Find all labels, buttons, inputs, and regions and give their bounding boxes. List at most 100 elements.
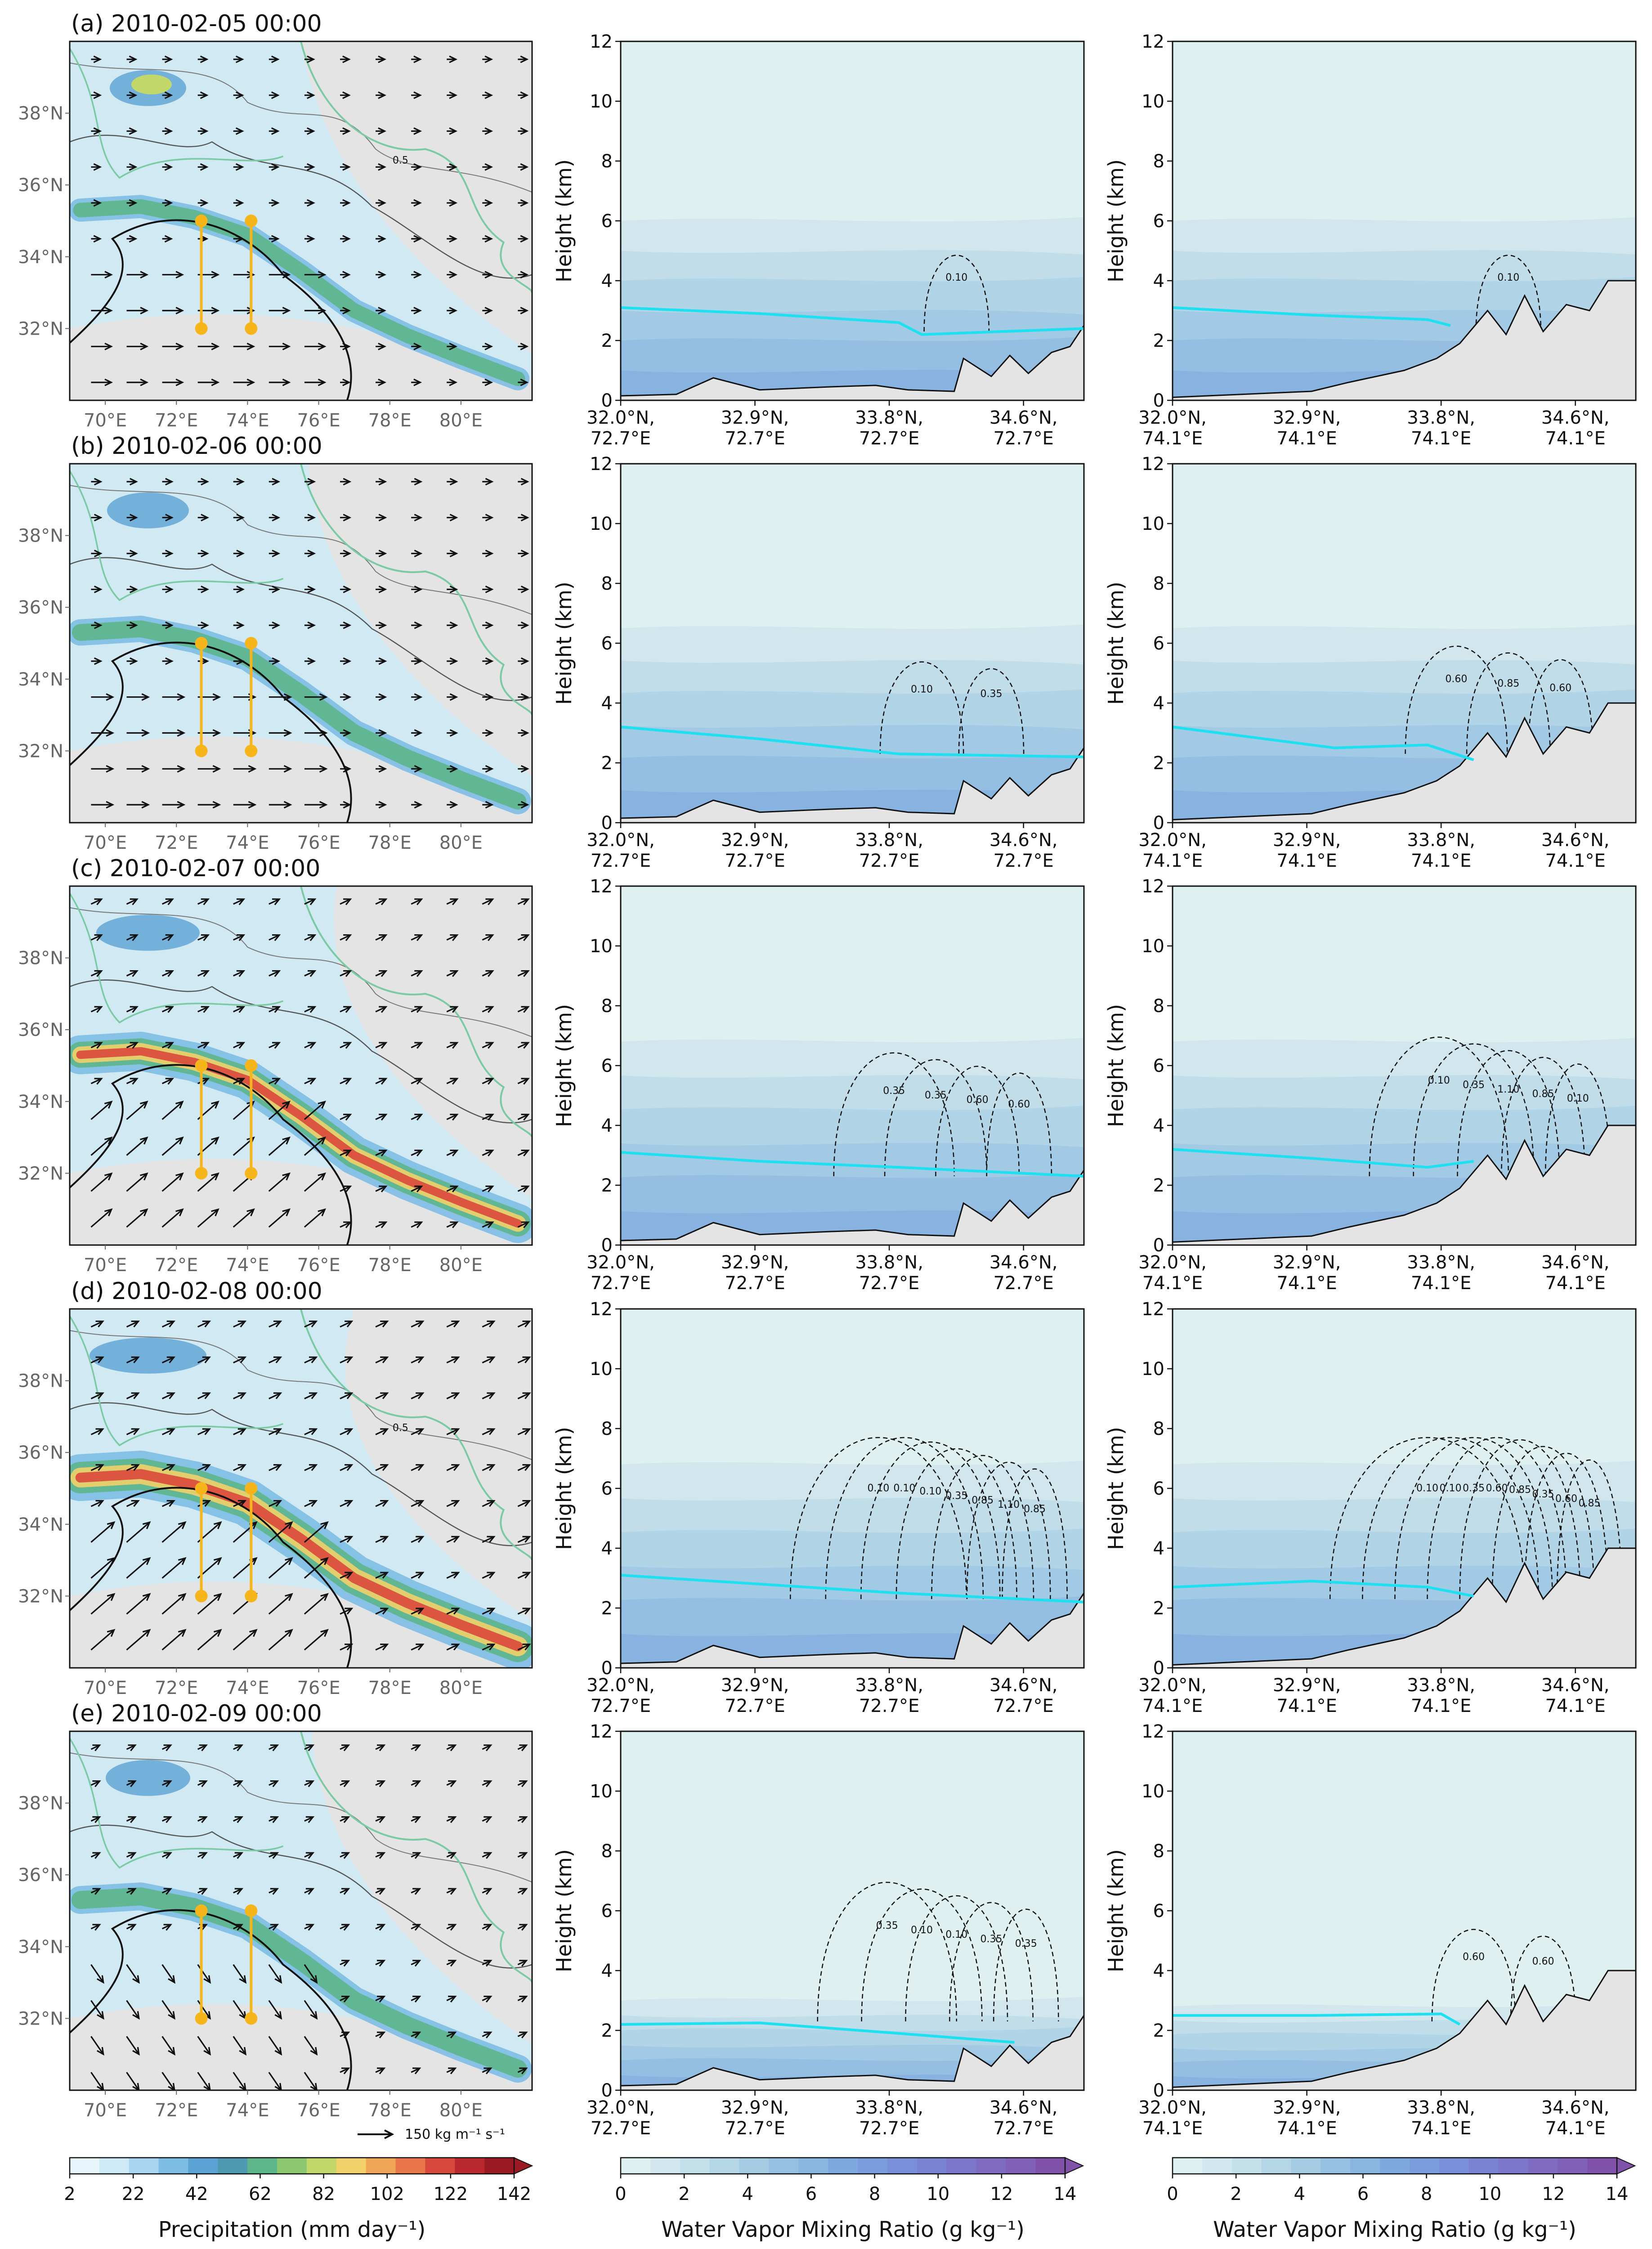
wind-vector [233, 550, 245, 557]
wind-vector [126, 550, 138, 557]
wind-vector [269, 1744, 279, 1752]
wind-vector [518, 585, 529, 593]
wind-vector [233, 1356, 247, 1364]
wind-vector [269, 127, 280, 135]
wind-vector [375, 1114, 388, 1121]
wind-vector [269, 898, 281, 905]
cross-ytick-label: 2 [1153, 331, 1164, 351]
precip-patch-nw-core [131, 74, 172, 94]
map-plot-area [70, 1731, 532, 2090]
cross-ytick-label: 8 [601, 151, 613, 172]
cross-xtick-label: 74.1°E [1545, 2118, 1605, 2139]
wind-vector [126, 693, 150, 701]
wind-vector [411, 1960, 421, 1967]
wind-vector [375, 2031, 386, 2038]
transect-end-marker [245, 322, 258, 335]
snow-contour [70, 48, 284, 179]
colorbar-segment [306, 2158, 337, 2174]
cross-xtick-label: 32.9°N, [721, 1252, 789, 1273]
wind-vector [197, 1593, 222, 1615]
cross-ylabel: Height (km) [1104, 1849, 1128, 1972]
cloud-contour-label: 0.35 [945, 1490, 967, 1501]
wind-vector [340, 1644, 354, 1651]
colorbar-label: Water Vapor Mixing Ratio (g kg⁻¹) [1213, 2217, 1576, 2242]
cloud-contour [949, 1902, 1034, 2022]
wind-vector [376, 585, 387, 593]
wind-vector [340, 91, 351, 99]
wind-vector [90, 970, 103, 977]
colorbar-segment [247, 2158, 278, 2174]
cloud-contour [1431, 1929, 1516, 2022]
map-xtick-label: 70°E [84, 1678, 127, 1698]
map-xtick-label: 76°E [297, 410, 340, 431]
wind-vector [91, 127, 102, 135]
wind-vector [411, 1221, 423, 1228]
wind-vector [197, 1964, 211, 1984]
wind-vector [518, 693, 529, 701]
map-xtick-label: 80°E [439, 833, 483, 853]
snow-contour [300, 41, 532, 293]
colorbar-tick-label: 4 [742, 2184, 753, 2204]
cross-ytick-label: 10 [590, 936, 613, 957]
wind-vector [411, 1780, 421, 1788]
cross-xtick-label: 32.9°N, [1273, 830, 1341, 851]
map-ytick-label: 38°N [18, 1371, 63, 1392]
cross-ytick-label: 4 [1153, 693, 1164, 714]
wind-vector [411, 1042, 423, 1049]
cross-xtick-label: 33.8°N, [855, 1675, 923, 1696]
map-ytick-label: 36°N [18, 1020, 63, 1040]
wind-vector [197, 550, 209, 557]
map-xtick-label: 80°E [439, 1255, 483, 1276]
wind-vector [90, 1521, 116, 1543]
wind-vector [197, 1208, 219, 1228]
wind-vector [126, 307, 149, 314]
cloud-contour-label: 0.10 [911, 684, 933, 695]
cross-xtick-label: 34.6°N, [1541, 1675, 1610, 1696]
wind-vector [517, 1744, 528, 1752]
wind-vector [90, 1101, 113, 1120]
freezing-level-line [621, 1573, 1084, 1604]
wind-vector [197, 1780, 208, 1788]
transect-end-marker [195, 1482, 208, 1495]
cross-ytick-label: 4 [1153, 1116, 1164, 1136]
wind-vector [126, 1428, 140, 1435]
wind-vector [126, 1629, 151, 1651]
wind-vector [304, 1172, 327, 1192]
cross-ytick-label: 4 [601, 271, 613, 291]
map-frame [69, 40, 533, 401]
terrain [1173, 1970, 1636, 2090]
cross-ytick-label: 12 [1142, 1721, 1164, 1742]
wind-vector [376, 657, 387, 665]
border-line-thin [70, 1402, 532, 1546]
cross-xtick-label: 32.9°N, [721, 408, 789, 428]
wind-vector [269, 342, 291, 350]
wind-vector [126, 765, 150, 773]
border-line-thin [70, 134, 532, 279]
wind-vector [411, 1392, 425, 1399]
colorbar-segment [1409, 2158, 1440, 2174]
wind-vector [376, 342, 386, 350]
wind-vector [197, 898, 210, 905]
border-line-thin [70, 1330, 532, 1461]
wind-vector [517, 1816, 528, 1823]
cloud-contour-label: 0.85 [972, 1495, 994, 1506]
wind-vector [340, 1608, 354, 1615]
wind-vector [482, 1852, 492, 1859]
panel-title: (b) 2010-02-06 00:00 [71, 433, 322, 460]
cross-ytick-label: 10 [590, 91, 613, 112]
cross-xtick-label: 74.1°E [1276, 428, 1337, 449]
wind-vector [517, 2067, 528, 2074]
wind-vector [411, 514, 423, 522]
colorbar-tick-label: 142 [497, 2184, 531, 2204]
wind-vector [304, 1816, 315, 1823]
wind-vector [161, 1852, 172, 1859]
wind-vector [126, 1101, 148, 1120]
wind-vector [304, 199, 315, 207]
wind-vector [411, 1816, 421, 1823]
wind-vector [340, 934, 352, 941]
wind-vector [340, 693, 352, 701]
wind-vector [197, 585, 209, 593]
